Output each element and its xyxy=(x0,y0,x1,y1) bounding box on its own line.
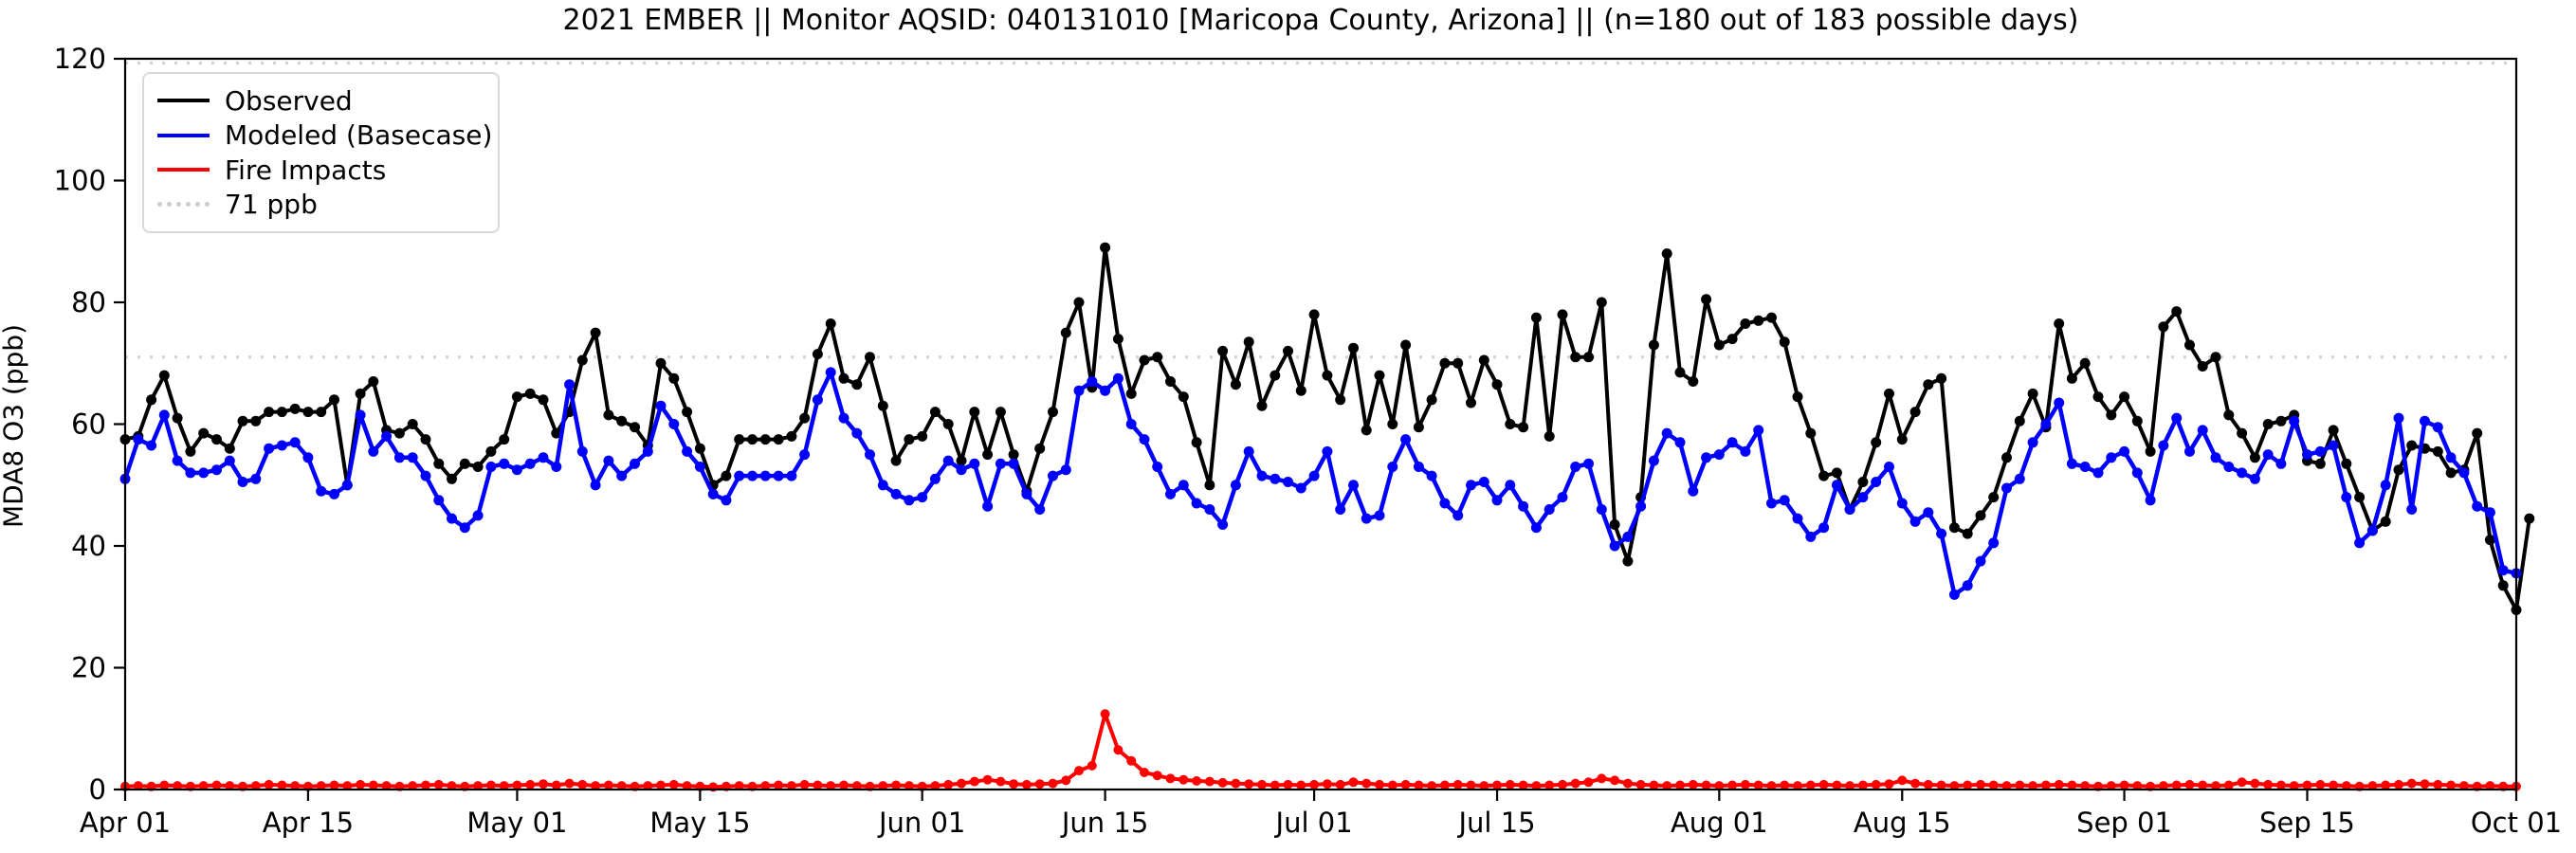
y-tick-label: 60 xyxy=(71,408,106,441)
x-tick-label: Sep 15 xyxy=(2259,807,2355,839)
y-tick-label: 20 xyxy=(71,652,106,684)
series-fire-impacts xyxy=(120,709,2521,792)
chart-title: 2021 EMBER || Monitor AQSID: 040131010 [… xyxy=(562,4,2079,37)
modeled-line-swatch xyxy=(157,133,210,137)
legend-item-modeled: Modeled (Basecase) xyxy=(157,118,492,154)
x-tick-label: Jul 01 xyxy=(1274,807,1353,839)
legend-item-threshold: 71 ppb xyxy=(157,188,484,223)
fire-line-swatch xyxy=(157,168,210,172)
x-tick-label: Apr 01 xyxy=(80,807,171,839)
x-tick-label: Aug 15 xyxy=(1854,807,1951,839)
series-modeled-basecase- xyxy=(119,367,2522,600)
legend-label: 71 ppb xyxy=(225,189,318,221)
legend-label: Modeled (Basecase) xyxy=(225,119,493,152)
x-tick-label: Apr 15 xyxy=(263,807,354,839)
x-tick-label: Oct 01 xyxy=(2471,807,2562,839)
x-axis: Apr 01 Apr 15 May 01 May 15 Jun 01 Jun 15 Jul … xyxy=(80,789,2562,839)
y-axis: 0 20 40 60 80 100 120 xyxy=(54,43,125,806)
x-tick-label: Jul 15 xyxy=(1456,807,1535,839)
y-tick-label: 120 xyxy=(54,43,106,75)
threshold-line-swatch xyxy=(157,202,210,208)
x-tick-label: Jun 01 xyxy=(877,807,965,839)
y-tick-label: 0 xyxy=(89,773,106,806)
legend-item-fire: Fire Impacts xyxy=(157,153,484,188)
y-tick-label: 100 xyxy=(54,165,106,197)
legend: Observed Modeled (Basecase) Fire Impacts… xyxy=(142,72,500,233)
observed-line-swatch xyxy=(157,99,210,103)
legend-label: Fire Impacts xyxy=(225,154,387,186)
x-tick-label: Jun 15 xyxy=(1060,807,1148,839)
y-tick-label: 80 xyxy=(71,286,106,318)
series-observed xyxy=(119,242,2535,615)
x-tick-label: May 15 xyxy=(649,807,750,839)
legend-item-observed: Observed xyxy=(157,83,484,118)
x-tick-label: May 01 xyxy=(466,807,567,839)
legend-label: Observed xyxy=(225,84,353,117)
y-tick-label: 40 xyxy=(71,530,106,562)
x-tick-label: Aug 01 xyxy=(1671,807,1768,839)
x-tick-label: Sep 01 xyxy=(2076,807,2172,839)
